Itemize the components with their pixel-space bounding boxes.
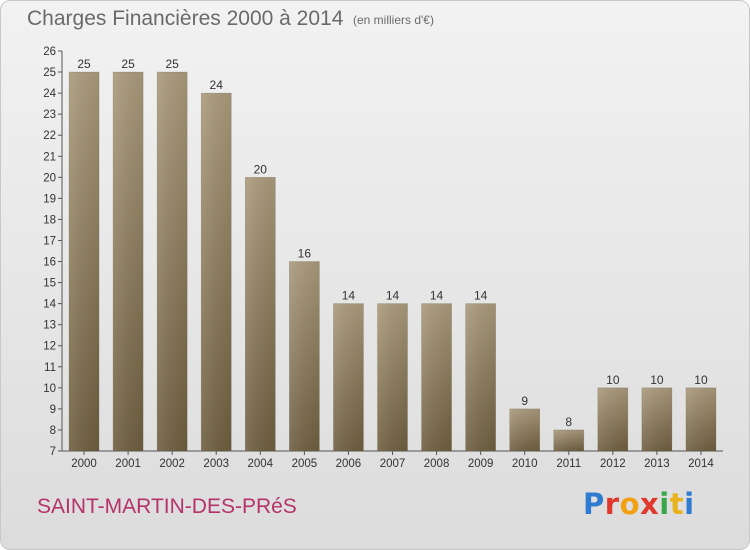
chart-unit: (en milliers d'€) [353,13,434,27]
x-tick-label: 2011 [556,458,581,470]
logo-letter: o [619,487,641,521]
x-tick-label: 2003 [203,458,229,470]
y-tick-label: 23 [43,109,56,121]
y-tick-label: 16 [43,257,56,269]
data-label: 10 [606,373,620,387]
bar-shade [421,303,452,452]
y-tick-label: 19 [43,193,56,205]
bar-shade [156,71,188,452]
bar-shade [68,71,100,452]
data-label: 25 [77,57,91,71]
y-tick-label: 20 [43,172,56,184]
data-label: 10 [650,373,664,387]
logo-letter: r [604,487,620,521]
y-tick-label: 8 [50,425,56,437]
bar-shade [685,387,717,452]
bar-shade [112,71,144,452]
proxiti-logo: Proxiti [583,487,695,521]
bar-shade [377,303,408,452]
y-tick-label: 25 [43,67,56,79]
data-label: 24 [210,78,224,92]
logo-letter: i [659,487,670,521]
town-name: SAINT-MARTIN-DES-PRéS [37,495,297,518]
data-label: 25 [121,57,135,71]
bar-shade [597,387,629,452]
x-tick-label: 2000 [71,458,97,470]
x-tick-label: 2002 [159,458,185,470]
x-tick-label: 2007 [380,458,406,470]
x-tick-label: 2014 [688,458,714,470]
x-tick-label: 2004 [248,458,274,470]
bar-shade [641,387,673,452]
data-label: 9 [521,394,528,408]
logo-letter: i [684,487,695,521]
y-tick-label: 24 [43,88,56,100]
y-tick-label: 22 [43,130,56,142]
y-tick-label: 15 [43,278,56,290]
y-tick-label: 21 [43,151,56,163]
y-tick-label: 14 [43,299,56,311]
bar-shade [289,261,320,452]
bar-shade [553,429,585,452]
y-tick-label: 13 [43,320,56,332]
x-tick-label: 2005 [292,458,318,470]
logo-letter: t [669,487,685,521]
y-tick-label: 17 [43,235,56,247]
y-tick-label: 26 [43,46,56,58]
data-label: 16 [298,247,312,261]
data-label: 14 [474,289,488,303]
data-label: 10 [694,373,708,387]
data-labels: 25 25 25 24 20 16 14 14 14 14 9 8 10 10 10 [77,57,708,429]
bar-shade [509,408,541,452]
y-tick-label: 9 [50,404,56,416]
chart-title: Charges Financières 2000 à 2014 [27,7,344,30]
bar-shade [465,303,496,452]
x-tick-label: 2001 [115,458,141,470]
data-label: 25 [165,57,179,71]
y-tick-label: 11 [44,362,56,374]
logo-letter: P [583,487,605,521]
data-label: 14 [342,289,356,303]
data-label: 14 [386,289,400,303]
data-label: 20 [254,162,268,176]
y-tick-label: 10 [43,383,56,395]
y-tick-label: 7 [50,446,56,458]
bars [68,71,717,452]
data-label: 14 [430,289,444,303]
bar-shade [333,303,364,452]
bar-shade [200,92,232,452]
x-tick-label: 2012 [600,458,626,470]
x-tick-label: 2006 [336,458,362,470]
bar-shade [245,177,276,452]
x-tick-label: 2013 [644,458,670,470]
y-tick-label: 12 [43,341,56,353]
data-label: 8 [565,415,572,429]
y-tick-label: 18 [43,214,56,226]
x-tick-label: 2008 [424,458,450,470]
logo-letter: x [640,487,660,521]
x-tick-label: 2009 [468,458,494,470]
x-tick-label: 2010 [512,458,538,470]
